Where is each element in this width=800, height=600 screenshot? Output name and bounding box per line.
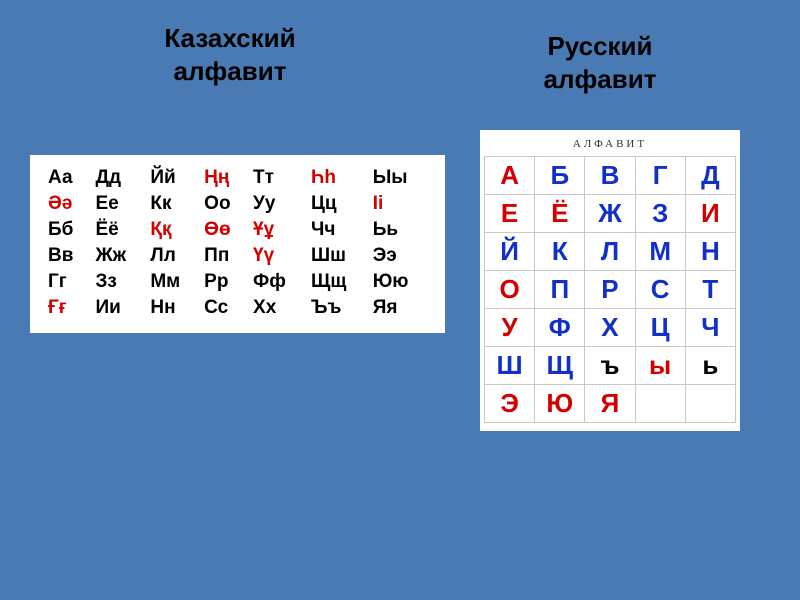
kazakh-letter-cell: Бб — [44, 217, 91, 243]
russian-letter-cell: М — [635, 233, 685, 271]
kazakh-letter-cell: Тт — [249, 165, 307, 191]
russian-letter-cell: Ю — [535, 385, 585, 423]
russian-letter-cell: Д — [685, 157, 735, 195]
title-kazakh: Казахский алфавит — [130, 22, 330, 87]
russian-empty-cell — [685, 385, 735, 423]
kazakh-letter-cell: Ээ — [369, 243, 431, 269]
russian-letter-cell: К — [535, 233, 585, 271]
kazakh-letter-cell: Ңң — [200, 165, 249, 191]
russian-letter-cell: А — [485, 157, 535, 195]
kazakh-letter-cell: Өө — [200, 217, 249, 243]
kazakh-letter-cell: Үү — [249, 243, 307, 269]
russian-alphabet-heading: АЛФАВИТ — [484, 136, 736, 156]
kazakh-letter-cell: Гг — [44, 269, 91, 295]
russian-letter-cell: Ч — [685, 309, 735, 347]
russian-letter-cell: Ш — [485, 347, 535, 385]
kazakh-letter-cell: Ғғ — [44, 295, 91, 321]
kazakh-letter-cell: Нн — [146, 295, 200, 321]
kazakh-letter-cell: Ьь — [369, 217, 431, 243]
kazakh-letter-cell: Әә — [44, 191, 91, 217]
russian-letter-cell: Г — [635, 157, 685, 195]
kazakh-letter-cell: Чч — [307, 217, 369, 243]
russian-letter-cell: ъ — [585, 347, 635, 385]
kazakh-letter-cell: Вв — [44, 243, 91, 269]
kazakh-letter-cell: Йй — [146, 165, 200, 191]
kazakh-letter-cell: Шш — [307, 243, 369, 269]
russian-letter-cell: Щ — [535, 347, 585, 385]
russian-letter-cell: Я — [585, 385, 635, 423]
kazakh-letter-cell: Ыы — [369, 165, 431, 191]
kazakh-letter-cell: Ъъ — [307, 295, 369, 321]
russian-alphabet-table: АБВГД ЕЁЖЗИ ЙКЛМН ОПРСТ УФХЦЧ ШЩъыь ЭЮЯ — [484, 156, 736, 423]
kazakh-letter-cell: Фф — [249, 269, 307, 295]
russian-letter-cell: З — [635, 195, 685, 233]
russian-alphabet-panel: АЛФАВИТ АБВГД ЕЁЖЗИ ЙКЛМН ОПРСТ УФХЦЧ ШЩъыь ЭЮ… — [480, 130, 740, 431]
russian-letter-cell: Э — [485, 385, 535, 423]
russian-empty-cell — [635, 385, 685, 423]
kazakh-letter-cell: Ии — [91, 295, 146, 321]
kazakh-letter-cell: Уу — [249, 191, 307, 217]
kazakh-letter-cell: Жж — [91, 243, 146, 269]
russian-letter-cell: Ц — [635, 309, 685, 347]
kazakh-letter-cell: Хх — [249, 295, 307, 321]
russian-letter-cell: В — [585, 157, 635, 195]
russian-letter-cell: ь — [685, 347, 735, 385]
russian-letter-cell: Ё — [535, 195, 585, 233]
kazakh-letter-cell: Юю — [369, 269, 431, 295]
kazakh-alphabet-panel: АаДдЙйҢңТтҺһЫы ӘәЕеКкОоУуЦцІі БбЁёҚқӨөҰұЧч… — [30, 155, 445, 333]
russian-letter-cell: Н — [685, 233, 735, 271]
russian-letter-cell: ы — [635, 347, 685, 385]
kazakh-letter-cell: Іі — [369, 191, 431, 217]
kazakh-letter-cell: Рр — [200, 269, 249, 295]
russian-letter-cell: О — [485, 271, 535, 309]
kazakh-letter-cell: Зз — [91, 269, 146, 295]
kazakh-letter-cell: Щщ — [307, 269, 369, 295]
russian-letter-cell: Р — [585, 271, 635, 309]
russian-letter-cell: Т — [685, 271, 735, 309]
kazakh-letter-cell: Дд — [91, 165, 146, 191]
kazakh-letter-cell: Пп — [200, 243, 249, 269]
russian-letter-cell: Л — [585, 233, 635, 271]
russian-letter-cell: Ж — [585, 195, 635, 233]
russian-letter-cell: Е — [485, 195, 535, 233]
russian-letter-cell: П — [535, 271, 585, 309]
title-russian: Русский алфавит — [510, 30, 690, 95]
kazakh-alphabet-table: АаДдЙйҢңТтҺһЫы ӘәЕеКкОоУуЦцІі БбЁёҚқӨөҰұЧч… — [44, 165, 431, 321]
kazakh-letter-cell: Яя — [369, 295, 431, 321]
russian-letter-cell: И — [685, 195, 735, 233]
kazakh-letter-cell: Ққ — [146, 217, 200, 243]
kazakh-letter-cell: Сс — [200, 295, 249, 321]
russian-letter-cell: Х — [585, 309, 635, 347]
russian-letter-cell: Б — [535, 157, 585, 195]
russian-letter-cell: С — [635, 271, 685, 309]
kazakh-letter-cell: Цц — [307, 191, 369, 217]
kazakh-letter-cell: Мм — [146, 269, 200, 295]
russian-letter-cell: Й — [485, 233, 535, 271]
kazakh-letter-cell: Аа — [44, 165, 91, 191]
russian-letter-cell: У — [485, 309, 535, 347]
kazakh-letter-cell: Оо — [200, 191, 249, 217]
kazakh-letter-cell: Ұұ — [249, 217, 307, 243]
kazakh-letter-cell: Ее — [91, 191, 146, 217]
kazakh-letter-cell: Һһ — [307, 165, 369, 191]
russian-letter-cell: Ф — [535, 309, 585, 347]
kazakh-letter-cell: Лл — [146, 243, 200, 269]
kazakh-letter-cell: Кк — [146, 191, 200, 217]
kazakh-letter-cell: Ёё — [91, 217, 146, 243]
